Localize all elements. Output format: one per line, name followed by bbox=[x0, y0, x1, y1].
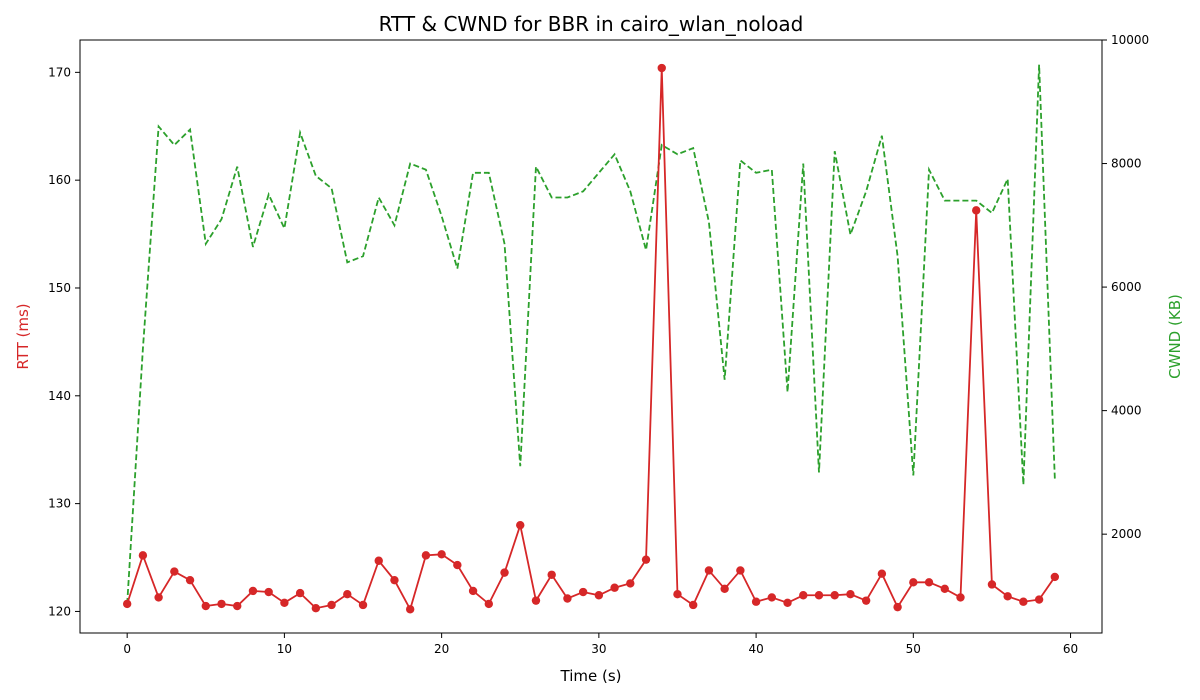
left-y-axis: 120 130 140 150 160 170 bbox=[48, 65, 80, 618]
rtt-point bbox=[390, 575, 399, 585]
rtt-point bbox=[720, 584, 729, 593]
rtt-point bbox=[437, 550, 446, 559]
x-tick-label: 40 bbox=[748, 642, 763, 656]
rtt-point bbox=[909, 578, 918, 587]
rtt-point bbox=[893, 602, 902, 612]
left-y-tick-label: 150 bbox=[48, 281, 71, 295]
rtt-point bbox=[972, 206, 981, 215]
rtt-point bbox=[578, 587, 588, 597]
right-y-tick-label: 2000 bbox=[1111, 527, 1142, 541]
rtt-point bbox=[736, 566, 745, 575]
rtt-point bbox=[673, 589, 682, 599]
rtt-point bbox=[846, 589, 855, 599]
rtt-point bbox=[185, 575, 195, 585]
right-y-tick-label: 4000 bbox=[1111, 404, 1142, 418]
rtt-point bbox=[814, 591, 824, 600]
rtt-point bbox=[311, 604, 321, 613]
rtt-point bbox=[626, 579, 635, 588]
x-axis-label: Time (s) bbox=[560, 667, 622, 685]
rtt-point bbox=[154, 593, 163, 602]
rtt-point bbox=[516, 520, 525, 530]
x-tick-label: 60 bbox=[1063, 642, 1078, 656]
rtt-point bbox=[280, 598, 289, 608]
x-tick-label: 0 bbox=[123, 642, 131, 656]
rtt-point bbox=[264, 587, 273, 597]
right-y-axis-label: CWND (KB) bbox=[1166, 294, 1184, 379]
rtt-point bbox=[657, 63, 666, 73]
rtt-point bbox=[783, 598, 792, 608]
right-y-axis: 2000 4000 6000 8000 10000 bbox=[1102, 33, 1149, 541]
x-tick-label: 30 bbox=[591, 642, 606, 656]
rtt-point bbox=[500, 568, 509, 577]
rtt-point bbox=[877, 569, 887, 578]
rtt-point bbox=[233, 601, 242, 611]
cwnd-series-line bbox=[126, 64, 1056, 605]
rtt-point bbox=[1003, 592, 1012, 601]
rtt-point bbox=[610, 583, 619, 592]
rtt-point bbox=[1050, 572, 1060, 582]
left-y-axis-label: RTT (ms) bbox=[14, 303, 32, 369]
rtt-point bbox=[343, 589, 352, 599]
plot-area bbox=[122, 63, 1060, 614]
rtt-point bbox=[374, 556, 383, 565]
right-y-tick-label: 8000 bbox=[1111, 157, 1142, 171]
plot-frame bbox=[79, 39, 1103, 634]
rtt-point bbox=[484, 599, 493, 609]
rtt-point bbox=[987, 580, 997, 589]
x-tick-label: 10 bbox=[277, 642, 292, 656]
rtt-point bbox=[531, 596, 541, 605]
rtt-point bbox=[830, 591, 839, 600]
rtt-point bbox=[956, 593, 965, 602]
rtt-point bbox=[201, 601, 210, 611]
rtt-point bbox=[767, 593, 777, 602]
x-tick-label: 50 bbox=[906, 642, 921, 656]
rtt-point bbox=[689, 600, 698, 610]
rtt-series-line bbox=[126, 68, 1056, 612]
rtt-point bbox=[122, 599, 132, 609]
rtt-point bbox=[751, 597, 761, 606]
left-y-tick-label: 170 bbox=[48, 65, 71, 79]
rtt-point bbox=[358, 600, 368, 610]
x-axis: 0 10 20 30 40 50 60 bbox=[123, 633, 1078, 656]
rtt-point bbox=[924, 578, 934, 587]
left-y-tick-label: 130 bbox=[48, 497, 71, 511]
left-y-tick-label: 120 bbox=[48, 604, 71, 618]
rtt-point bbox=[170, 567, 179, 576]
rtt-point bbox=[1019, 597, 1028, 606]
rtt-point bbox=[327, 600, 336, 610]
rtt-point bbox=[138, 551, 148, 560]
rtt-point bbox=[547, 570, 556, 579]
rtt-point bbox=[641, 555, 651, 564]
right-y-tick-label: 10000 bbox=[1111, 33, 1149, 47]
left-y-tick-label: 140 bbox=[48, 389, 71, 403]
rtt-point bbox=[295, 588, 305, 598]
left-y-tick-label: 160 bbox=[48, 173, 71, 187]
rtt-point bbox=[248, 586, 258, 596]
chart-title: RTT & CWND for BBR in cairo_wlan_noload bbox=[379, 12, 804, 36]
rtt-point bbox=[453, 560, 462, 570]
rtt-point bbox=[421, 551, 431, 560]
rtt-point bbox=[468, 586, 478, 596]
rtt-point bbox=[563, 594, 572, 603]
rtt-point bbox=[704, 566, 714, 575]
rtt-point bbox=[861, 596, 871, 605]
rtt-point bbox=[799, 591, 808, 600]
rtt-point bbox=[594, 591, 604, 600]
x-tick-label: 20 bbox=[434, 642, 449, 656]
rtt-point bbox=[405, 605, 415, 614]
right-y-tick-label: 6000 bbox=[1111, 280, 1142, 294]
rtt-point bbox=[217, 599, 226, 609]
rtt-point bbox=[1034, 595, 1044, 604]
rtt-point bbox=[940, 584, 949, 593]
